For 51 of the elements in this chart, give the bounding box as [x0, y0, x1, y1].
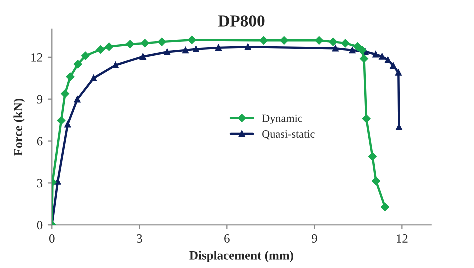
- point: [381, 203, 390, 212]
- point: [140, 54, 146, 60]
- x-tick-label: 3: [137, 234, 142, 243]
- point: [315, 36, 324, 45]
- point: [61, 90, 70, 98]
- point: [74, 60, 82, 69]
- point: [341, 39, 350, 48]
- x-tick-label: 0: [49, 234, 55, 243]
- legend-label: Quasi-static: [262, 130, 315, 140]
- point: [362, 114, 371, 124]
- point: [66, 72, 75, 82]
- y-tick-label: 9: [37, 95, 43, 104]
- y-tick-label: 3: [37, 179, 43, 188]
- x-tick-label: 6: [224, 234, 230, 243]
- point: [188, 36, 196, 44]
- point: [112, 62, 119, 69]
- x-axis-title: Displacement (mm): [190, 251, 294, 262]
- point: [329, 38, 338, 46]
- point: [280, 36, 288, 45]
- point: [358, 46, 367, 55]
- point: [158, 38, 166, 46]
- point: [182, 47, 189, 54]
- point: [82, 52, 90, 60]
- x-tick-label: 12: [397, 234, 408, 243]
- point: [126, 40, 134, 49]
- point: [54, 178, 62, 185]
- point: [193, 46, 200, 52]
- point: [245, 44, 252, 50]
- y-tick-label: 0: [37, 221, 43, 230]
- chart-title: DP800: [218, 16, 265, 27]
- point: [64, 122, 72, 128]
- point: [260, 36, 268, 45]
- point: [90, 75, 97, 82]
- x-tick-label: 9: [312, 234, 318, 243]
- point: [105, 42, 114, 52]
- point: [372, 177, 380, 186]
- point: [216, 44, 222, 52]
- y-tick-label: 6: [37, 137, 43, 146]
- point: [96, 46, 105, 54]
- point: [141, 39, 150, 48]
- point: [390, 62, 397, 69]
- y-axis-title: Force (kN): [14, 98, 26, 156]
- point: [74, 96, 81, 103]
- legend-label: Dynamic: [262, 114, 302, 125]
- point: [368, 152, 377, 161]
- y-tick-label: 12: [32, 53, 42, 62]
- point: [354, 42, 362, 51]
- point: [349, 47, 356, 54]
- point: [372, 52, 380, 58]
- point: [57, 116, 66, 125]
- point: [360, 54, 368, 63]
